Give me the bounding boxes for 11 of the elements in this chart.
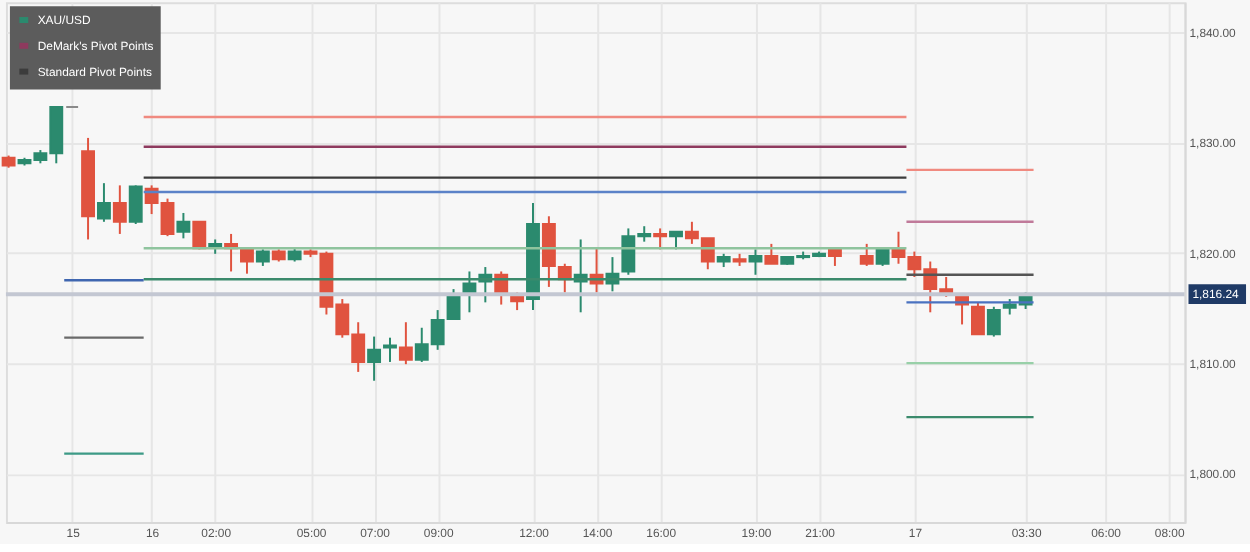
candlestick: [383, 336, 397, 363]
candlestick: [128, 184, 143, 225]
candlestick: [112, 184, 127, 235]
candlestick: [367, 335, 382, 382]
candlestick: [748, 248, 763, 276]
candlestick: [764, 242, 779, 265]
candlestick: [192, 220, 207, 251]
candlestick: [176, 211, 191, 240]
candlestick: [398, 321, 413, 366]
candlestick: [240, 247, 254, 275]
candlestick: [97, 182, 111, 223]
